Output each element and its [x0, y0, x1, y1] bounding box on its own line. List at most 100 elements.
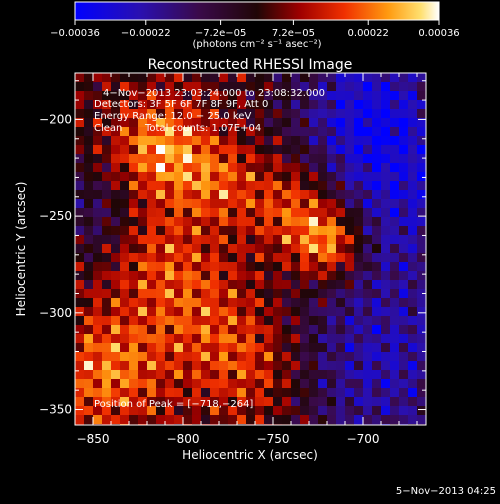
- heatmap-cell: [264, 118, 274, 128]
- heatmap-cell: [210, 271, 220, 281]
- heatmap-cell: [192, 100, 202, 110]
- heatmap-cell: [345, 334, 355, 344]
- heatmap-cell: [237, 415, 247, 425]
- heatmap-cell: [165, 262, 175, 272]
- heatmap-cell: [102, 343, 112, 353]
- heatmap-cell: [111, 226, 121, 236]
- heatmap-cell: [165, 145, 175, 155]
- heatmap-cell: [165, 298, 175, 308]
- heatmap-cell: [192, 235, 202, 245]
- heatmap-cell: [372, 235, 382, 245]
- heatmap-cell: [228, 370, 238, 380]
- heatmap-cell: [417, 208, 426, 218]
- heatmap-cell: [264, 217, 274, 227]
- heatmap-cell: [129, 226, 139, 236]
- heatmap-cell: [246, 280, 256, 290]
- heatmap-cell: [84, 244, 94, 254]
- heatmap-cell: [120, 235, 130, 245]
- heatmap-cell: [390, 172, 400, 182]
- heatmap-cell: [372, 262, 382, 272]
- heatmap-cell: [75, 280, 85, 290]
- heatmap-cell: [309, 172, 319, 182]
- heatmap-cell: [156, 289, 166, 299]
- heatmap-cell: [93, 397, 103, 407]
- heatmap-cell: [354, 136, 364, 146]
- heatmap-cell: [309, 145, 319, 155]
- heatmap-cell: [192, 271, 202, 281]
- heatmap-cell: [408, 298, 418, 308]
- heatmap-cell: [390, 406, 400, 416]
- heatmap-cell: [336, 73, 346, 83]
- heatmap-cell: [111, 343, 121, 353]
- heatmap-cell: [318, 244, 328, 254]
- heatmap-cell: [372, 397, 382, 407]
- heatmap-cell: [120, 190, 130, 200]
- heatmap-cell: [219, 109, 229, 119]
- heatmap-cell: [345, 298, 355, 308]
- heatmap-cell: [291, 190, 301, 200]
- heatmap-cell: [120, 415, 130, 425]
- heatmap-cell: [381, 343, 391, 353]
- heatmap-cell: [165, 190, 175, 200]
- heatmap-cell: [390, 271, 400, 281]
- heatmap-cell: [93, 127, 103, 137]
- heatmap-cell: [273, 352, 283, 362]
- heatmap-cell: [246, 91, 256, 101]
- heatmap-cell: [381, 163, 391, 173]
- heatmap-cell: [291, 163, 301, 173]
- heatmap-cell: [399, 136, 409, 146]
- heatmap-cell: [327, 388, 337, 398]
- heatmap-cell: [183, 316, 193, 326]
- heatmap-cell: [219, 199, 229, 209]
- heatmap-cell: [210, 244, 220, 254]
- heatmap-cell: [219, 325, 229, 335]
- heatmap-cell: [264, 289, 274, 299]
- heatmap-cell: [354, 334, 364, 344]
- heatmap-cell: [291, 289, 301, 299]
- heatmap-cell: [129, 244, 139, 254]
- heatmap-cell: [255, 370, 265, 380]
- heatmap-cell: [327, 415, 337, 425]
- heatmap-cell: [354, 172, 364, 182]
- heatmap-cell: [282, 145, 292, 155]
- heatmap-cell: [363, 280, 373, 290]
- heatmap-cell: [120, 397, 130, 407]
- heatmap-cell: [201, 235, 211, 245]
- heatmap-cell: [120, 163, 130, 173]
- total-counts-annotation: Total counts: 1.07E+04: [144, 123, 261, 134]
- heatmap-cell: [336, 244, 346, 254]
- heatmap-cell: [264, 307, 274, 317]
- heatmap-cell: [372, 325, 382, 335]
- heatmap-cell: [372, 163, 382, 173]
- heatmap-cell: [390, 217, 400, 227]
- heatmap-cell: [345, 82, 355, 92]
- heatmap-cell: [120, 172, 130, 182]
- heatmap-cell: [183, 271, 193, 281]
- heatmap-cell: [345, 208, 355, 218]
- heatmap-cell: [255, 334, 265, 344]
- heatmap-cell: [138, 244, 148, 254]
- heatmap-cell: [273, 73, 283, 83]
- heatmap-cell: [327, 217, 337, 227]
- heatmap-cell: [138, 118, 148, 128]
- heatmap-cell: [390, 82, 400, 92]
- heatmap-cell: [417, 190, 426, 200]
- heatmap-cell: [246, 307, 256, 317]
- heatmap-cell: [282, 181, 292, 191]
- heatmap-cell: [210, 343, 220, 353]
- heatmap-cell: [264, 127, 274, 137]
- heatmap-cell: [174, 91, 184, 101]
- heatmap-cell: [183, 352, 193, 362]
- heatmap-cell: [102, 262, 112, 272]
- heatmap-cell: [228, 136, 238, 146]
- heatmap-cell: [309, 244, 319, 254]
- heatmap-cell: [147, 181, 157, 191]
- heatmap-cell: [372, 82, 382, 92]
- heatmap-cell: [399, 289, 409, 299]
- heatmap-cell: [84, 199, 94, 209]
- heatmap-cell: [165, 280, 175, 290]
- heatmap-cell: [291, 397, 301, 407]
- heatmap-cell: [228, 307, 238, 317]
- heatmap-cell: [174, 217, 184, 227]
- heatmap-cell: [201, 388, 211, 398]
